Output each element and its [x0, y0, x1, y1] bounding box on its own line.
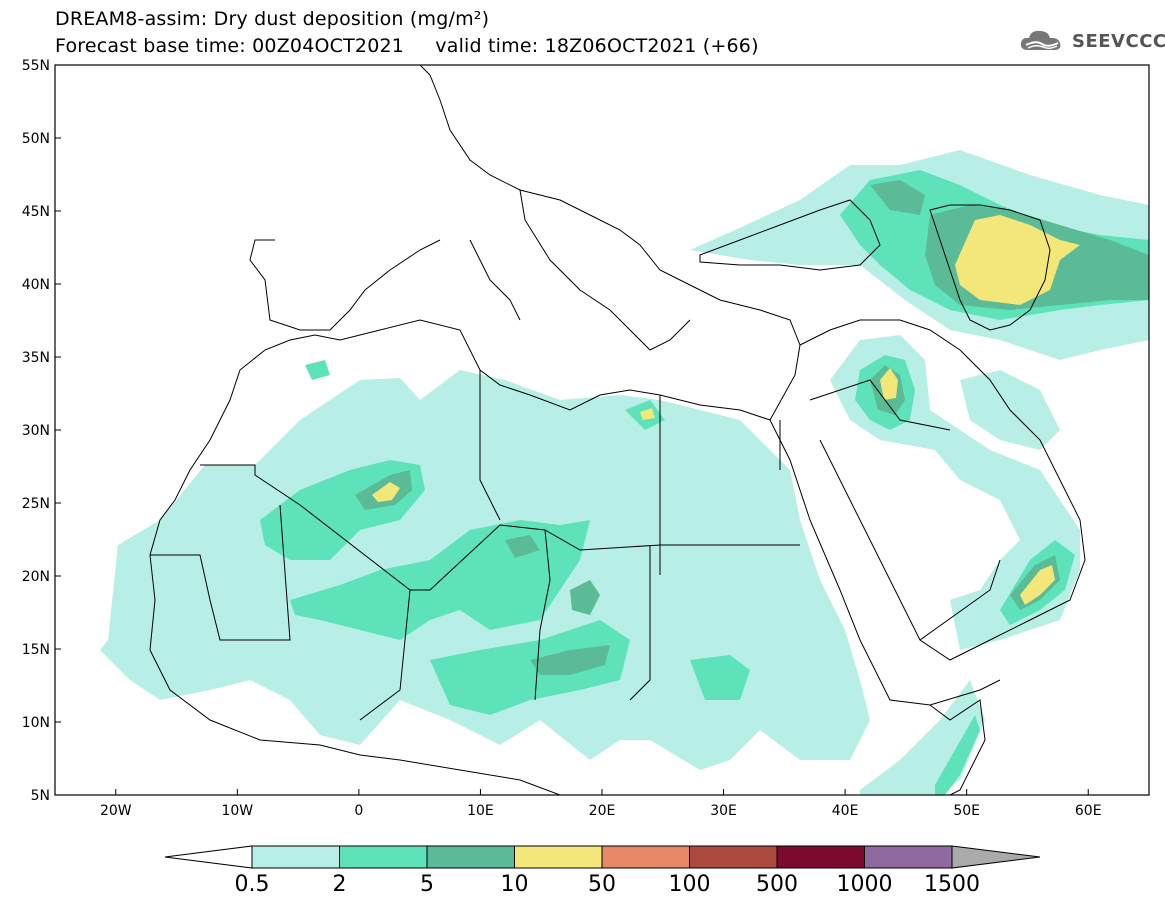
colorbar-label: 500 [756, 872, 798, 897]
lat-tick-label: 5N [31, 788, 50, 804]
lat-tick-label: 35N [22, 350, 50, 366]
cloud-icon [1020, 30, 1061, 50]
colorbar-label: 2 [332, 872, 347, 897]
lat-tick-label: 10N [22, 715, 50, 731]
lon-tick-label: 60E [1075, 803, 1102, 819]
seevccc-logo: SEEVCCC [1018, 26, 1165, 56]
logo-text: SEEVCCC [1072, 30, 1165, 52]
lat-tick-label: 20N [22, 569, 50, 585]
lon-tick-label: 0 [354, 803, 363, 819]
lat-tick-label: 50N [22, 131, 50, 147]
lon-tick-label: 10W [221, 803, 253, 819]
dust-contours [100, 65, 1149, 795]
lat-tick-label: 25N [22, 496, 50, 512]
lat-axis: 55N 50N 45N 40N 35N 30N 25N 20N 15N 10N 5N [22, 58, 61, 804]
colorbar-label: 1500 [924, 872, 980, 897]
colorbar-label: 10 [500, 872, 529, 897]
lat-tick-label: 40N [22, 277, 50, 293]
lat-tick-label: 55N [22, 58, 50, 74]
lon-tick-label: 40E [832, 803, 859, 819]
lon-tick-label: 20E [589, 803, 616, 819]
coastlines-borders [149, 65, 1086, 795]
contour-level-10 [372, 215, 1080, 605]
lat-tick-label: 45N [22, 204, 50, 220]
colorbar-label: 1000 [836, 872, 893, 897]
lon-tick-label: 30E [710, 803, 737, 819]
lon-tick-label: 20W [100, 803, 132, 819]
lon-axis: 20W 10W 0 10E 20E 30E 40E 50E 60E [100, 789, 1102, 819]
lon-tick-label: 10E [467, 803, 494, 819]
lon-tick-label: 50E [953, 803, 980, 819]
colorbar-label: 5 [420, 872, 434, 897]
map-title: DREAM8-assim: Dry dust deposition (mg/m²… [55, 8, 490, 30]
map-subtitle: Forecast base time: 00Z04OCT2021 valid t… [55, 35, 759, 57]
lat-tick-label: 30N [22, 423, 50, 439]
colorbar-label: 50 [588, 872, 616, 897]
lat-tick-label: 15N [22, 642, 50, 658]
colorbar-label: 100 [668, 872, 711, 897]
colorbar-label: 0.5 [234, 872, 270, 897]
